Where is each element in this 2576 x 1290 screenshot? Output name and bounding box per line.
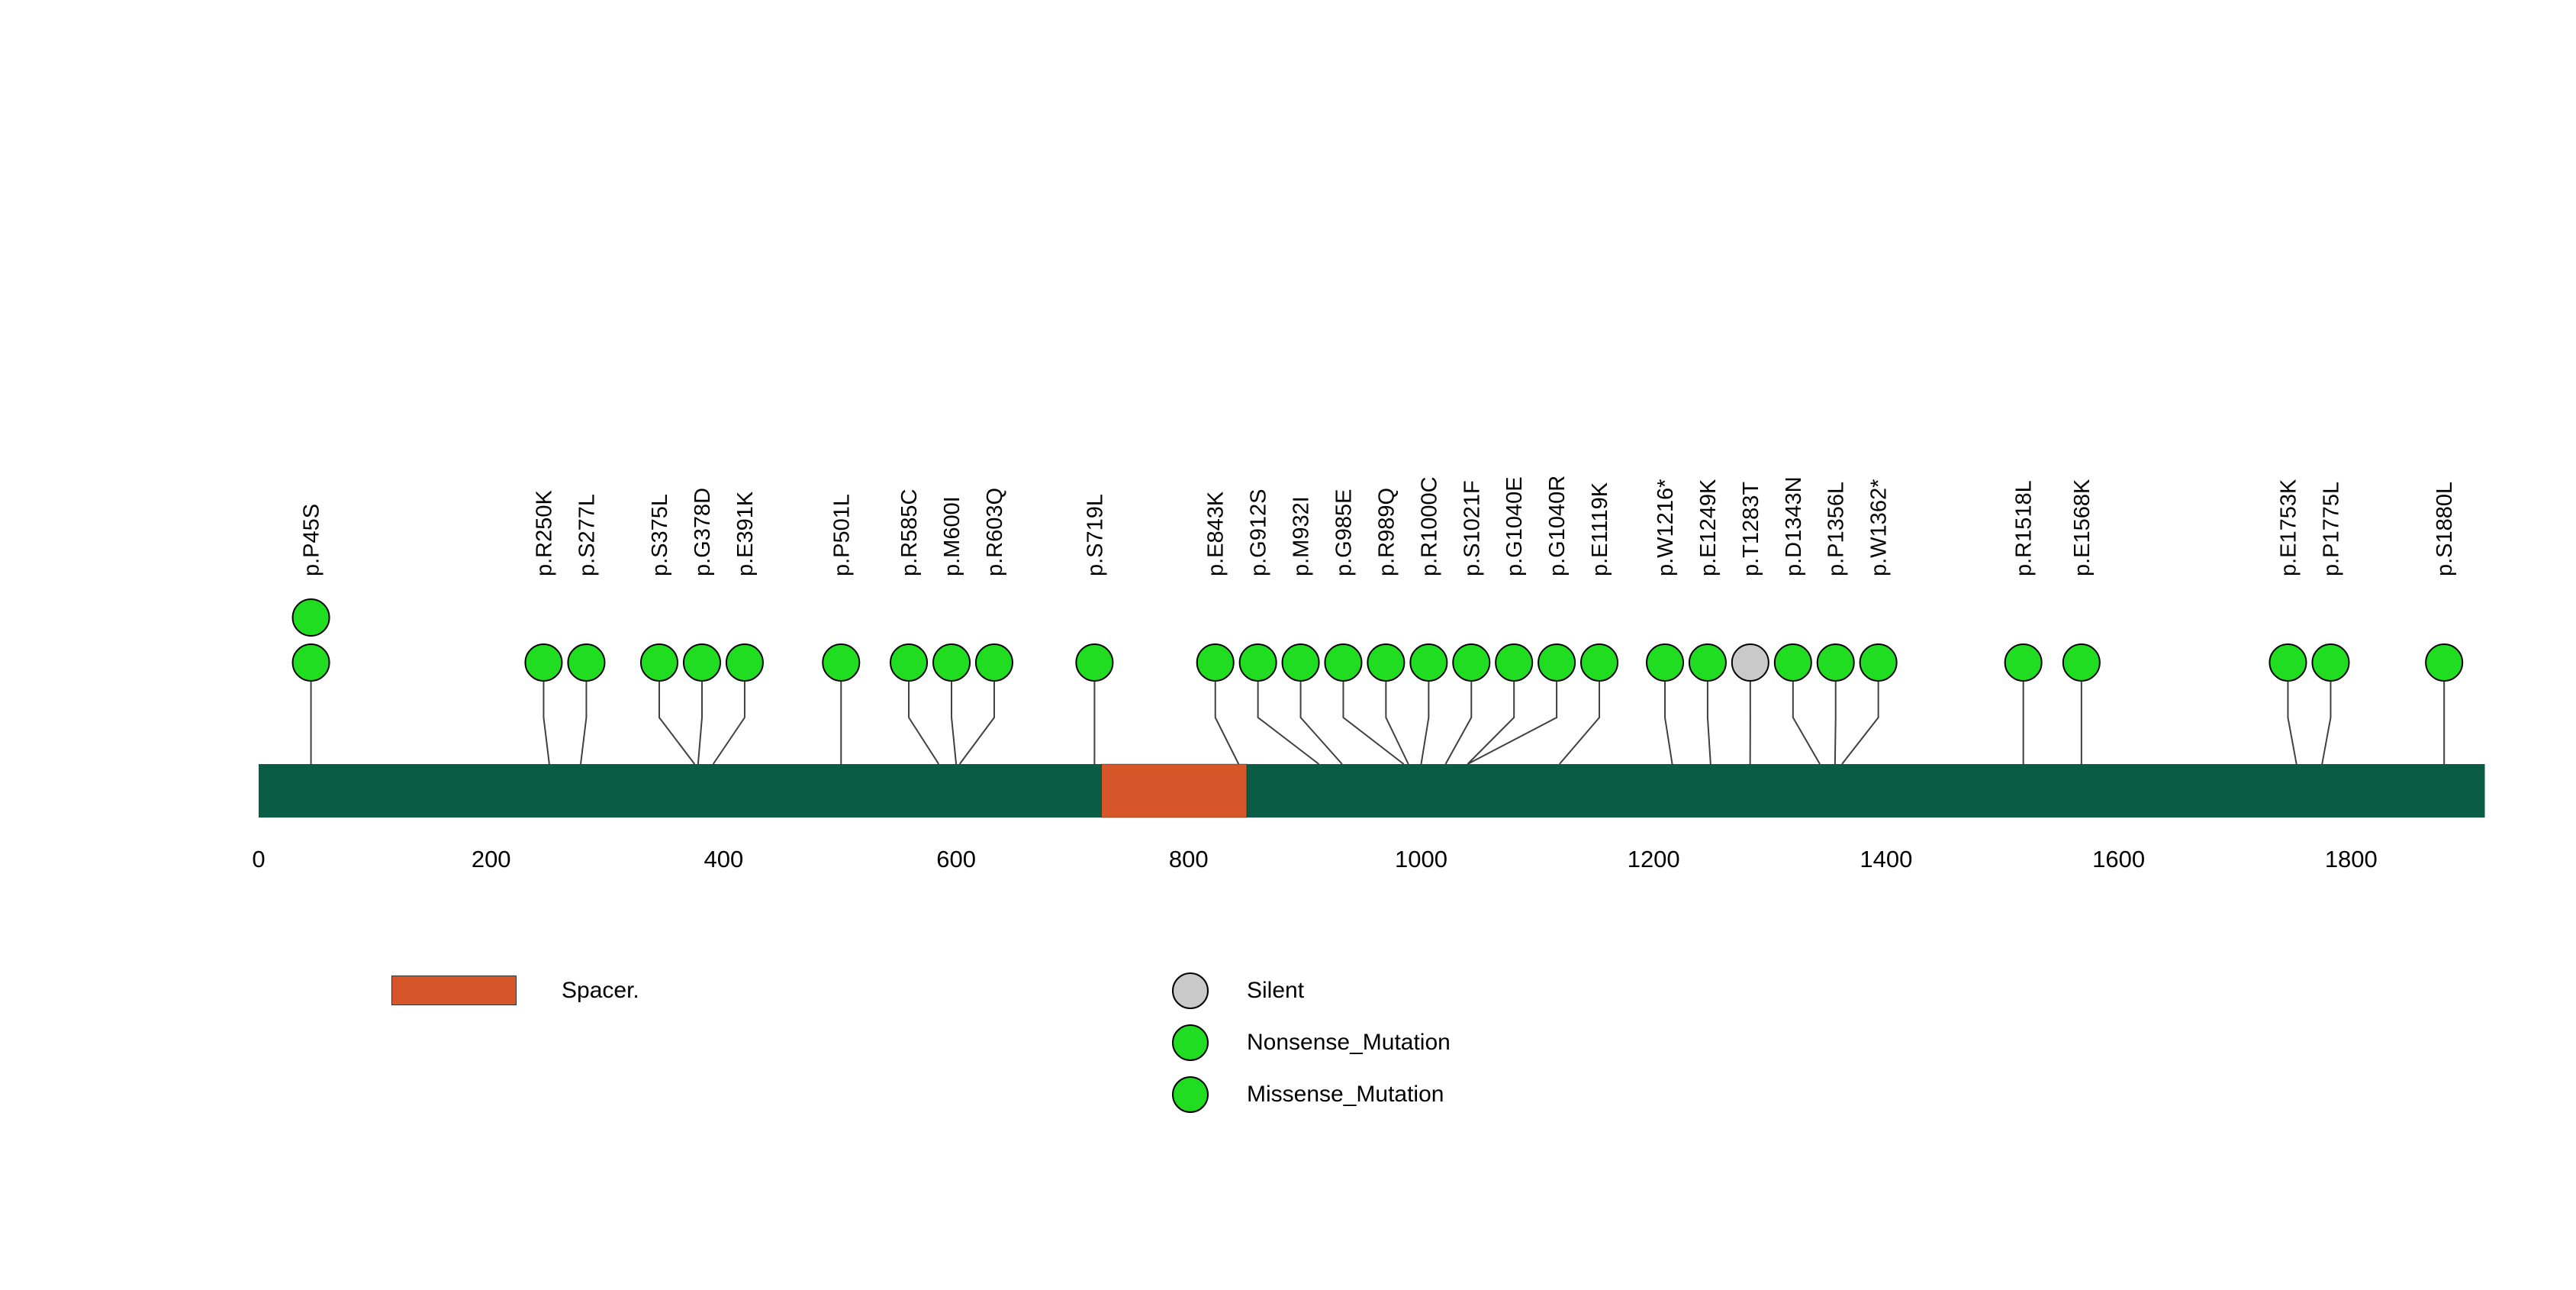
mutation-circle xyxy=(2425,643,2464,682)
axis-tick-label: 1600 xyxy=(2092,846,2145,872)
mutation-circle xyxy=(1324,643,1363,682)
axis-tick-label: 1800 xyxy=(2325,846,2378,872)
mutation-label: p.S719L xyxy=(1083,494,1107,576)
mutation-label: p.P501L xyxy=(829,494,854,576)
axis-tick-label: 0 xyxy=(252,846,265,872)
mutation-circle xyxy=(1196,643,1235,682)
mutation-circle xyxy=(682,643,721,682)
mutation-circle xyxy=(2004,643,2043,682)
nonsense-circle-icon xyxy=(1172,1024,1209,1061)
mutation-label: p.R989Q xyxy=(1374,488,1399,576)
mutation-label: p.W1362* xyxy=(1867,479,1892,576)
mutation-label: p.E1753K xyxy=(2276,479,2301,576)
mutation-label: p.G985E xyxy=(1331,489,1356,576)
mutation-circle xyxy=(974,643,1013,682)
mutation-label: p.S1880L xyxy=(2433,482,2457,576)
mutation-label: p.R1000C xyxy=(1417,476,1441,576)
mutation-label: p.T1283T xyxy=(1739,482,1763,576)
axis-tick-label: 600 xyxy=(936,846,976,872)
mutation-label: p.G1040E xyxy=(1502,476,1527,576)
mutation-circle xyxy=(1773,643,1812,682)
legend-item-missense: Missense_Mutation xyxy=(1172,1069,1451,1121)
mutation-circle xyxy=(1409,643,1448,682)
axis-tick-label: 1400 xyxy=(1860,846,1912,872)
mutation-circle xyxy=(1281,643,1320,682)
mutation-label: p.S1021F xyxy=(1460,480,1484,576)
silent-circle-icon xyxy=(1172,972,1209,1009)
mutation-label: p.R585C xyxy=(897,489,922,576)
mutation-circle xyxy=(1731,643,1769,682)
mutation-label: p.S277L xyxy=(575,494,599,576)
mutation-label: p.D1343N xyxy=(1782,476,1806,576)
mutation-label: p.S375L xyxy=(648,494,672,576)
axis-tick-label: 400 xyxy=(704,846,744,872)
mutation-circle xyxy=(1367,643,1406,682)
mutation-circle xyxy=(1646,643,1685,682)
legend-domain: Spacer. xyxy=(391,976,639,1005)
mutation-label: p.R1518L xyxy=(2012,480,2037,576)
mutation-label: p.E1568K xyxy=(2070,479,2095,576)
mutation-circle xyxy=(1452,643,1491,682)
mutation-circle xyxy=(567,643,606,682)
axis-tick-label: 1200 xyxy=(1628,846,1680,872)
axis-tick-label: 200 xyxy=(472,846,511,872)
mutation-label: p.P1775L xyxy=(2319,482,2343,576)
mutation-label: p.G912S xyxy=(1247,489,1271,576)
mutation-label: p.M932I xyxy=(1290,496,1314,576)
mutation-label: p.W1216* xyxy=(1653,479,1678,576)
mutation-circle xyxy=(524,643,563,682)
mutation-circle xyxy=(1538,643,1576,682)
mutation-label: p.P45S xyxy=(300,504,324,576)
lollipop-heads xyxy=(291,598,2464,682)
mutation-labels: p.P45S p.R250K p.S277L p.S375L p.G378D p.E391… xyxy=(300,476,2458,576)
legend-swatch-spacer xyxy=(391,976,517,1005)
legend-item-nonsense: Nonsense_Mutation xyxy=(1172,1017,1451,1069)
protein-backbone xyxy=(259,764,2485,818)
mutation-label: p.P1356L xyxy=(1824,482,1849,576)
axis-tick-label: 800 xyxy=(1169,846,1209,872)
mutation-label: p.E1249K xyxy=(1696,479,1721,576)
mutation-circle xyxy=(822,643,861,682)
legend-label-spacer: Spacer. xyxy=(562,977,639,1003)
mutation-circle xyxy=(932,643,971,682)
mutation-label: p.G1040R xyxy=(1545,476,1570,576)
mutation-circle xyxy=(1238,643,1277,682)
mutation-label: p.M600I xyxy=(940,496,964,576)
mutation-label: p.G378D xyxy=(691,488,715,576)
mutation-circle xyxy=(1859,643,1898,682)
mutation-circle xyxy=(291,643,330,682)
mutation-circle xyxy=(2268,643,2307,682)
mutation-label: p.E843K xyxy=(1204,491,1228,576)
mutation-label: p.R250K xyxy=(532,489,556,576)
legend-mutation-classes: Silent Nonsense_Mutation Missense_Mutati… xyxy=(1172,965,1451,1121)
mutation-circle xyxy=(1075,643,1114,682)
legend-item-silent: Silent xyxy=(1172,965,1451,1017)
axis-tick-label: 1000 xyxy=(1395,846,1447,872)
mutation-label: p.R603Q xyxy=(983,488,1007,576)
mutation-circle xyxy=(1688,643,1727,682)
mutation-circle xyxy=(1816,643,1855,682)
mutation-circle xyxy=(1580,643,1619,682)
legend-label-missense: Missense_Mutation xyxy=(1247,1082,1444,1107)
missense-circle-icon xyxy=(1172,1076,1209,1113)
legend-label-nonsense: Nonsense_Mutation xyxy=(1247,1030,1451,1055)
domain-spacer xyxy=(1101,763,1248,818)
mutation-circle xyxy=(725,643,764,682)
mutation-label: p.E391K xyxy=(733,491,758,576)
mutation-circle xyxy=(2062,643,2101,682)
mutation-label: p.E1119K xyxy=(1588,482,1612,576)
mutation-circle xyxy=(2311,643,2350,682)
legend-label-silent: Silent xyxy=(1247,978,1305,1003)
mutation-circle xyxy=(639,643,678,682)
mutation-circle xyxy=(1495,643,1534,682)
mutation-circle xyxy=(890,643,929,682)
mutation-circle xyxy=(291,598,330,637)
